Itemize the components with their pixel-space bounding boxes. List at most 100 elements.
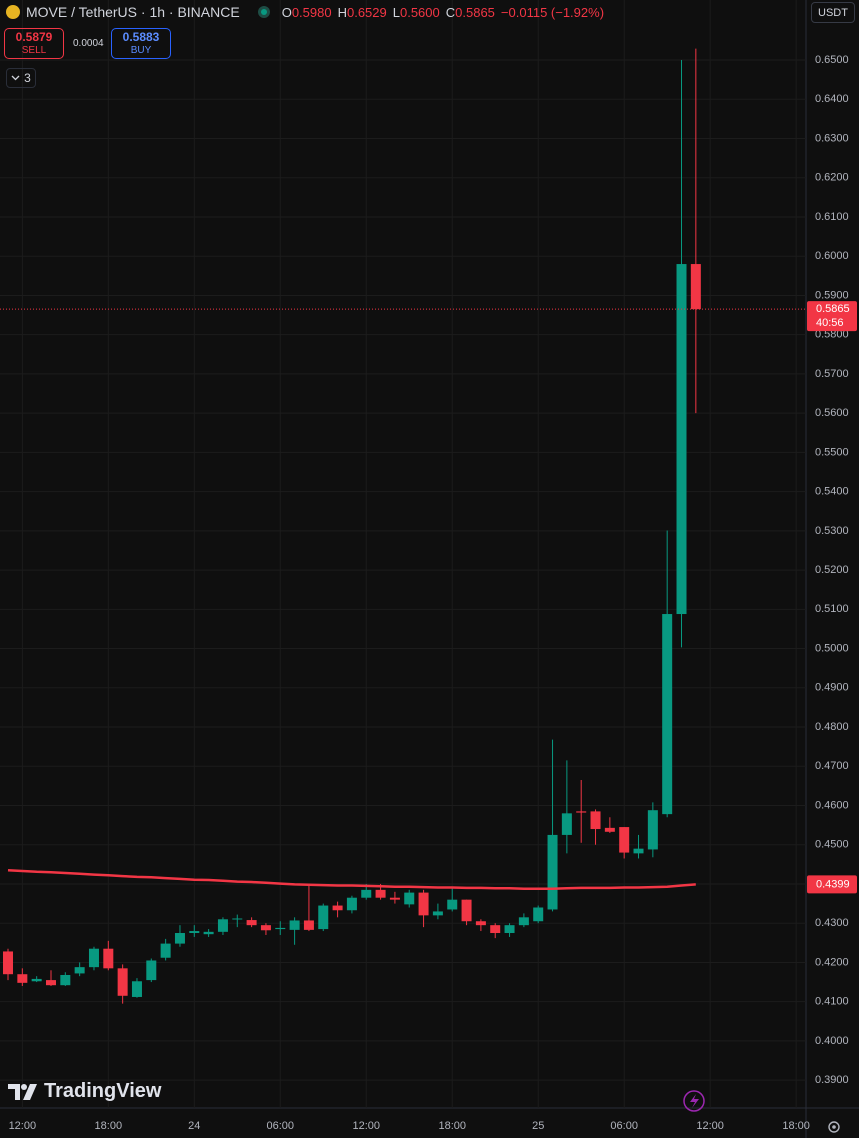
candle-body <box>217 919 228 932</box>
x-tick-label: 18:00 <box>438 1120 466 1132</box>
candle-body <box>475 921 486 926</box>
candle-body <box>504 925 515 934</box>
candle-body <box>103 948 114 969</box>
candle-body <box>633 848 644 854</box>
sell-price: 0.5879 <box>15 29 53 44</box>
x-tick-label: 18:00 <box>95 1120 123 1132</box>
candle-body <box>447 899 458 910</box>
x-tick-label: 06:00 <box>610 1120 638 1132</box>
y-tick-label: 0.4200 <box>815 956 849 968</box>
candle-body <box>232 918 243 920</box>
ohlc-value: 0.5600 <box>399 4 440 20</box>
spread: 0.0004 <box>73 38 104 49</box>
candle-body <box>3 951 13 975</box>
candle-body <box>332 905 343 911</box>
y-tick-label: 0.4800 <box>815 721 849 733</box>
currency: USDT <box>818 6 848 19</box>
candle-body <box>146 960 157 981</box>
logo-text: TradingView <box>44 1080 162 1102</box>
candle-body <box>690 264 701 310</box>
change: −0.0115 (−1.92%) <box>500 4 605 20</box>
candle-body <box>275 927 286 930</box>
y-tick-label: 0.4900 <box>815 682 849 694</box>
candle-body <box>647 810 658 850</box>
sell-button[interactable]: 0.5879 SELL <box>4 28 64 59</box>
ohlc-value: 0.6529 <box>346 4 387 20</box>
header: MOVE / TetherUS · 1h · BINANCE O0.5980 H0… <box>0 0 604 24</box>
candle-body <box>604 827 615 832</box>
y-tick-label: 0.6200 <box>815 172 849 184</box>
x-tick-label: 12:00 <box>352 1120 380 1132</box>
symbol-icon <box>6 5 20 19</box>
candle-body <box>375 889 386 898</box>
candle-body <box>590 811 601 830</box>
candle-body <box>17 974 28 983</box>
symbol-title[interactable]: MOVE / TetherUS · 1h · BINANCE <box>26 4 240 20</box>
indicator-toggle[interactable]: 3 <box>6 68 36 88</box>
replay-icon <box>683 1090 705 1112</box>
buy-price: 0.5883 <box>122 29 160 44</box>
candle-body <box>160 943 171 958</box>
y-tick-label: 0.4500 <box>815 839 849 851</box>
ohlc-item: O0.5980 <box>282 5 332 20</box>
ohlc-item: L0.5600 <box>393 5 440 20</box>
ohlc-legend: O0.5980 H0.6529 L0.5600 C0.5865 <box>282 5 501 20</box>
settings-icon <box>828 1121 840 1133</box>
candle-body <box>346 897 357 911</box>
replay-icon-bolt <box>690 1094 699 1108</box>
candle-body <box>404 892 415 905</box>
ohlc-key: L <box>392 4 400 20</box>
candle-body <box>174 933 185 944</box>
candle-body <box>189 931 200 934</box>
price-axis <box>806 0 859 1138</box>
y-tick-label: 0.5100 <box>815 603 849 615</box>
chevron <box>11 75 20 81</box>
candle-body <box>662 614 673 815</box>
ohlc-item: C0.5865 <box>446 5 495 20</box>
buy-label: BUY <box>130 44 152 56</box>
y-tick-label: 0.4700 <box>815 760 849 772</box>
candle-body <box>619 827 630 853</box>
moving-average <box>7 868 696 890</box>
y-tick-label: 0.5000 <box>815 642 849 654</box>
candle-body <box>533 907 544 922</box>
ohlc-value: 0.5865 <box>455 4 495 20</box>
ohlc-key: C <box>445 4 456 20</box>
settings-icon-center <box>832 1125 836 1129</box>
countdown: 40:56 <box>816 317 844 329</box>
candle-body <box>31 978 42 982</box>
y-tick-label: 0.5900 <box>815 289 849 301</box>
ohlc-item: H0.6529 <box>338 5 387 20</box>
indicator-count: 3 <box>24 71 31 85</box>
y-tick-label: 0.6300 <box>815 132 849 144</box>
y-tick-label: 0.4600 <box>815 799 849 811</box>
last-price-box <box>807 301 857 332</box>
y-tick-label: 0.5500 <box>815 446 849 458</box>
candle-body <box>576 811 587 813</box>
y-tick-label: 0.5200 <box>815 564 849 576</box>
candle-body <box>318 905 329 930</box>
y-tick-label: 0.5300 <box>815 525 849 537</box>
candle-body <box>74 967 85 974</box>
market-status[interactable] <box>257 6 270 18</box>
y-tick-label: 0.6100 <box>815 211 849 223</box>
x-tick-label: 12:00 <box>696 1120 724 1132</box>
y-tick-label: 0.6500 <box>815 54 849 66</box>
y-tick-label: 0.5700 <box>815 368 849 380</box>
candle-body <box>418 892 429 916</box>
y-tick-label: 0.4100 <box>815 996 849 1008</box>
ohlc-value: 0.5980 <box>291 4 332 20</box>
candle-body <box>461 899 472 922</box>
y-tick-label: 0.3900 <box>815 1074 849 1086</box>
candle-body <box>260 925 271 931</box>
logo-mark <box>8 1083 37 1100</box>
currency-button[interactable]: USDT <box>811 2 855 23</box>
buy-button[interactable]: 0.5883 BUY <box>111 28 171 59</box>
y-tick-label: 0.5600 <box>815 407 849 419</box>
ma-price-box <box>807 875 857 894</box>
y-tick-label: 0.5800 <box>815 329 849 341</box>
y-tick-label: 0.5400 <box>815 486 849 498</box>
candle-body <box>131 981 142 997</box>
candle-body <box>303 920 314 930</box>
